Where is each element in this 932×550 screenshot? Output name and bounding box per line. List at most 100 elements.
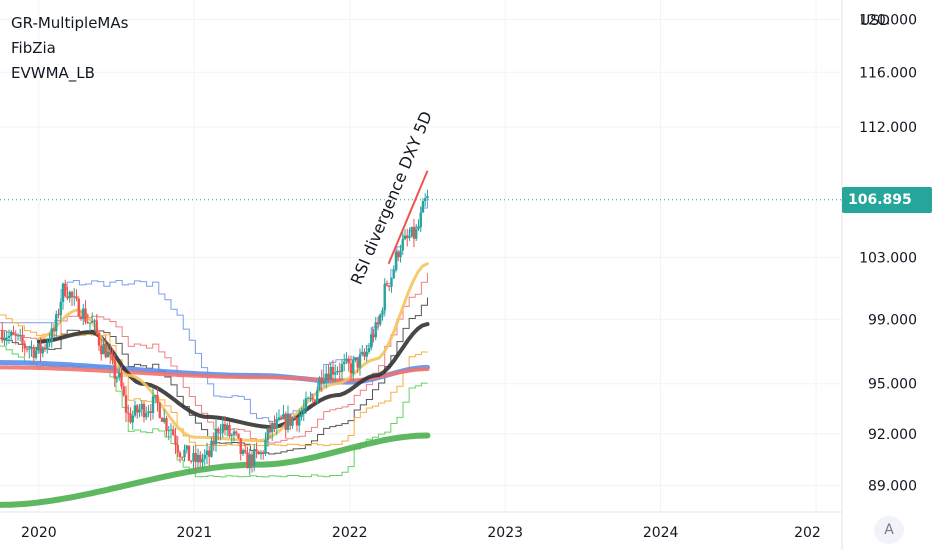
candle-body: [286, 414, 290, 430]
candle-body: [307, 397, 310, 399]
price-tick-label: 120.000: [859, 12, 917, 28]
candle-body: [84, 308, 87, 322]
candle-body: [187, 445, 191, 461]
candle-body: [163, 418, 166, 422]
candle-body: [147, 411, 150, 414]
candle-body: [295, 418, 299, 426]
candle-body: [250, 454, 254, 466]
candle-body: [79, 316, 83, 319]
candle-body: [165, 418, 168, 431]
candle-body: [322, 380, 326, 384]
candle-body: [327, 373, 330, 381]
legend-item-evwma-lb[interactable]: EVWMA_LB: [11, 64, 95, 82]
candle-body: [14, 334, 17, 336]
candle-body: [75, 296, 78, 299]
candle-body: [201, 458, 204, 463]
candle-body: [277, 417, 281, 420]
candle-body: [12, 332, 15, 335]
time-axis[interactable]: 2020 2021 2022 2023 2024 202: [21, 525, 821, 541]
candle-body: [390, 278, 393, 287]
candle-body: [356, 357, 359, 368]
candle-body: [64, 283, 67, 297]
candle-body: [338, 370, 341, 373]
candle-body: [19, 335, 22, 337]
candle-body: [293, 417, 296, 419]
price-tick-label: 116.000: [859, 65, 917, 81]
candle-body: [181, 457, 184, 459]
candle-body: [212, 440, 215, 445]
candle-body: [82, 308, 85, 319]
candle-body: [259, 452, 263, 455]
candle-body: [313, 399, 317, 402]
candle-body: [140, 403, 143, 410]
candle-body: [23, 343, 26, 349]
time-tick-label: 2024: [643, 525, 679, 541]
candle-body: [230, 435, 233, 437]
candle-body: [5, 337, 8, 339]
auto-scale-button[interactable]: A: [874, 516, 904, 544]
candle-body: [255, 449, 258, 452]
candle-body: [183, 449, 186, 458]
candle-body: [343, 361, 346, 365]
candle-body: [156, 395, 159, 404]
candle-body: [167, 430, 170, 432]
candle-body: [221, 423, 224, 433]
candle-body: [88, 322, 92, 324]
candle-body: [399, 250, 402, 258]
candle-body: [185, 445, 188, 450]
candle-body: [34, 350, 38, 358]
price-tick-label: 112.000: [859, 120, 917, 136]
candle-body: [365, 351, 368, 357]
candle-body: [77, 298, 80, 317]
candle-body: [340, 364, 344, 373]
candle-body: [142, 403, 146, 418]
candle-body: [196, 454, 200, 463]
candle-body: [237, 433, 240, 439]
candle-body: [412, 226, 416, 239]
price-tick-label: 95.000: [868, 377, 917, 393]
candle-body: [352, 360, 355, 374]
time-tick-label: 202: [794, 525, 821, 541]
candle-body: [122, 386, 125, 396]
candle-body: [273, 423, 276, 429]
candle-body: [1, 330, 4, 341]
candle-body: [320, 377, 323, 384]
candle-body: [127, 412, 130, 414]
candle-body: [25, 348, 29, 350]
candle-body: [102, 344, 105, 355]
candle-body: [367, 347, 371, 352]
candle-body: [113, 360, 116, 379]
legend-item-fibzia[interactable]: FibZia: [11, 39, 56, 57]
candle-body: [118, 372, 121, 378]
candle-body: [228, 425, 231, 437]
candle-body: [246, 452, 249, 469]
candle-body: [109, 351, 112, 356]
candle-body: [410, 226, 413, 237]
divergence-line[interactable]: [387, 170, 429, 265]
candle-body: [318, 377, 321, 391]
price-tick-label: 103.000: [859, 251, 917, 267]
candle-body: [106, 351, 110, 358]
candle-body: [363, 352, 366, 357]
candle-body: [194, 453, 197, 463]
legend-item-gr-multiplemas[interactable]: GR-MultipleMAs: [11, 14, 129, 32]
candle-body: [203, 454, 206, 459]
candle-body: [91, 321, 94, 323]
candle-body: [374, 322, 377, 338]
candle-body: [284, 413, 287, 430]
candle-body: [226, 425, 229, 431]
price-tick-label: 89.000: [868, 478, 917, 494]
candle-body: [192, 453, 195, 462]
candle-body: [354, 357, 357, 361]
candle-body: [124, 395, 128, 413]
candle-body: [235, 431, 238, 434]
candle-body: [302, 408, 305, 414]
candle-body: [309, 397, 312, 399]
candle-body: [392, 269, 395, 279]
candle-body: [174, 435, 177, 445]
candle-body: [145, 413, 148, 418]
candle-body: [268, 428, 272, 433]
candle-body: [39, 343, 42, 354]
